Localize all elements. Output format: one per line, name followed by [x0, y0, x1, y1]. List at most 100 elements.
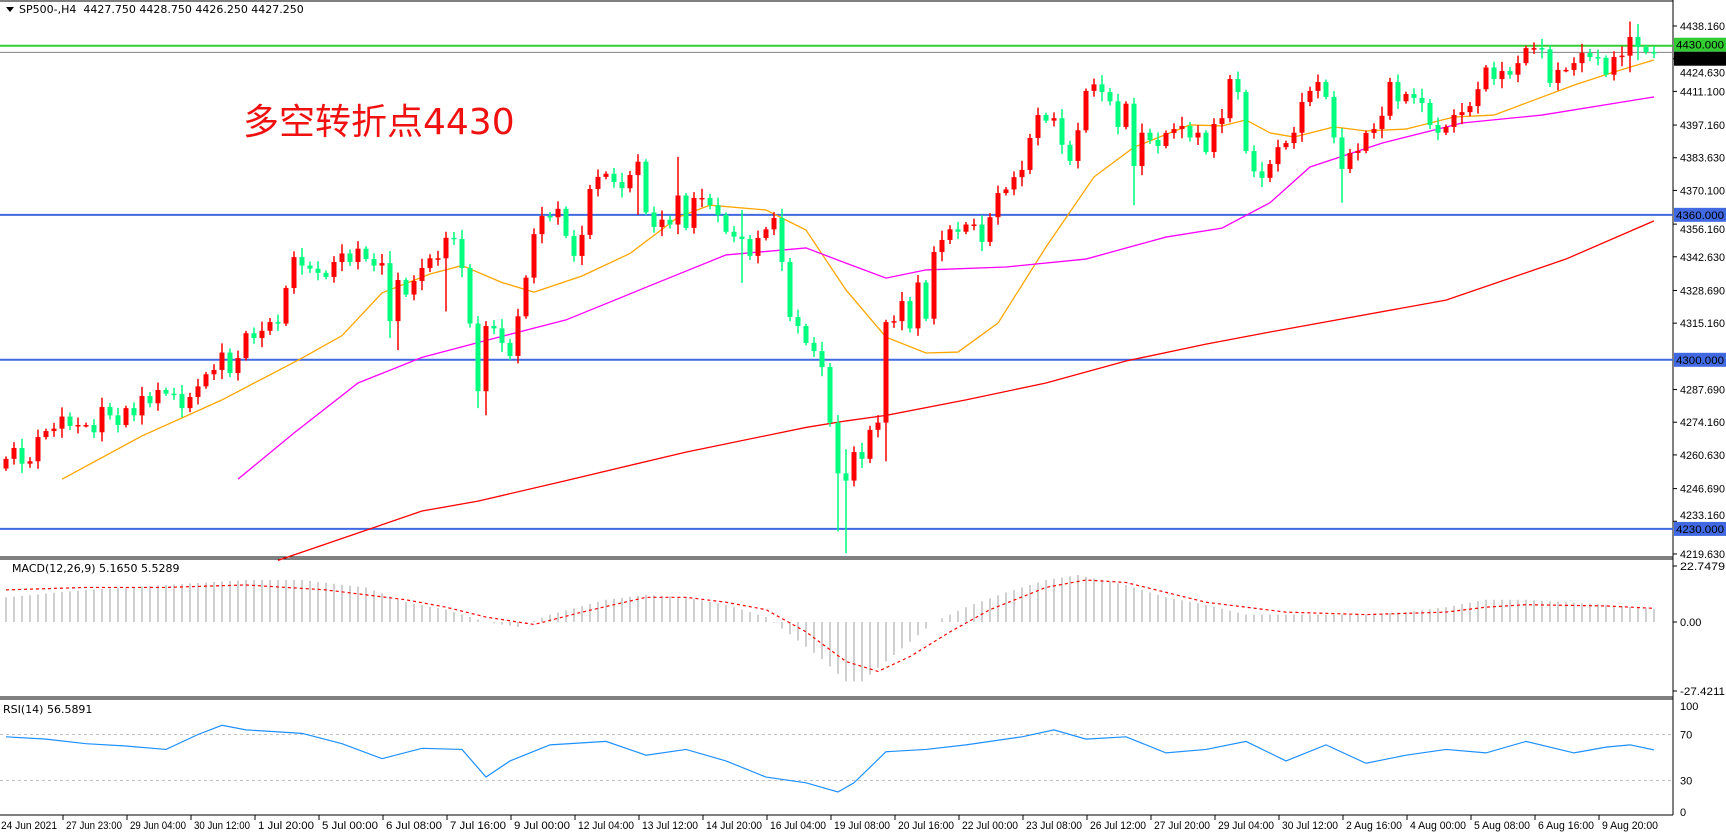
candle — [515, 308, 521, 364]
candle-body — [555, 208, 561, 218]
candle-body — [1091, 84, 1097, 91]
candle — [859, 442, 865, 469]
rsi-tick-label: 0 — [1680, 807, 1686, 819]
candle-body — [1147, 132, 1153, 140]
candle — [1355, 143, 1361, 161]
candle-body — [1203, 132, 1209, 153]
candle — [299, 247, 305, 275]
candle-body — [1371, 129, 1377, 133]
candle-body — [603, 173, 609, 177]
panel-frames — [0, 0, 1674, 816]
dropdown-triangle-icon[interactable] — [6, 7, 14, 12]
candle-body — [1387, 81, 1393, 116]
candle-body — [107, 406, 113, 416]
time-tick-label: 1 Jul 20:00 — [258, 820, 314, 832]
candle-body — [1187, 125, 1193, 138]
candle-body — [1571, 63, 1577, 70]
candle — [819, 341, 825, 377]
candle — [1163, 130, 1169, 149]
candle-body — [11, 447, 17, 459]
candle-body — [939, 239, 945, 253]
candle-body — [515, 316, 521, 356]
price-tick-label: 4246.690 — [1680, 484, 1725, 496]
time-tick-label: 4 Aug 00:00 — [1410, 820, 1466, 832]
candle-body — [1595, 57, 1601, 59]
candle — [883, 319, 889, 462]
candle — [395, 272, 401, 351]
candle — [547, 211, 553, 222]
price-tick-label: 4370.100 — [1680, 185, 1725, 197]
candle — [875, 415, 881, 438]
candle — [1323, 79, 1329, 100]
candle — [259, 321, 265, 348]
candle-body — [1555, 69, 1561, 83]
candle-body — [627, 174, 633, 189]
rsi-tick-label: 70 — [1680, 730, 1692, 742]
candle-body — [403, 280, 409, 295]
candle-body — [139, 396, 145, 416]
candle-body — [1643, 46, 1649, 52]
candle-body — [1259, 171, 1265, 178]
candle-body — [1579, 52, 1585, 64]
candle-body — [1067, 144, 1073, 161]
candle-body — [595, 176, 601, 189]
price-axis[interactable]: 4430.000 4360.000 4300.000 4230.000 4427.250… — [1673, 21, 1726, 819]
candle-body — [1291, 132, 1297, 144]
horizontal-levels[interactable] — [0, 44, 1673, 530]
level-price-label: 4230.000 — [1676, 524, 1724, 536]
candle-body — [819, 351, 825, 368]
candle — [1283, 140, 1289, 150]
candle-body — [1491, 67, 1497, 80]
candle-body — [1331, 96, 1337, 138]
candle — [1507, 66, 1513, 79]
candle — [923, 280, 929, 322]
candle-body — [1403, 94, 1409, 102]
candle-body — [1219, 118, 1225, 124]
candle — [451, 231, 457, 245]
candle-body — [779, 217, 785, 262]
candle — [1571, 57, 1577, 76]
candle — [1107, 87, 1113, 106]
time-axis[interactable]: 24 Jun 2021 27 Jun 23:00 29 Jun 04:00 30 Ju… — [1, 815, 1658, 832]
candle-body — [27, 461, 33, 464]
candle-body — [371, 259, 377, 266]
candle — [171, 387, 177, 400]
candle — [467, 263, 473, 328]
candle — [499, 319, 505, 353]
candle-body — [171, 393, 177, 396]
candle — [1347, 148, 1353, 174]
candle — [715, 197, 721, 223]
time-tick-label: 9 Aug 20:00 — [1602, 820, 1658, 832]
level-price-label-box — [1674, 521, 1726, 536]
candle — [1547, 45, 1553, 88]
candle-body — [67, 416, 73, 426]
candle — [131, 402, 137, 422]
candle-body — [1515, 63, 1521, 75]
candle-body — [1003, 189, 1009, 194]
candle — [1651, 46, 1657, 59]
candle — [1011, 171, 1017, 196]
candle-body — [731, 231, 737, 237]
candle — [43, 428, 49, 440]
candle — [315, 261, 321, 281]
candle-body — [419, 267, 425, 282]
candle-body — [867, 429, 873, 459]
candle — [723, 212, 729, 235]
candle — [707, 193, 713, 210]
candle — [195, 378, 201, 405]
candle-body — [1483, 67, 1489, 90]
level-price-label: 4430.000 — [1676, 40, 1724, 52]
candle-body — [1459, 112, 1465, 116]
candle-body — [1035, 115, 1041, 139]
candle — [907, 296, 913, 333]
price-tick-label: 4328.690 — [1680, 285, 1725, 297]
candle-body — [155, 389, 161, 404]
time-tick-label: 20 Jul 16:00 — [898, 820, 954, 832]
candle — [1363, 130, 1369, 154]
time-tick-label: 13 Jul 12:00 — [642, 820, 698, 832]
current-price-label-box — [1674, 51, 1726, 66]
candle-body — [1123, 103, 1129, 127]
candle — [331, 256, 337, 283]
candle-body — [931, 252, 937, 319]
